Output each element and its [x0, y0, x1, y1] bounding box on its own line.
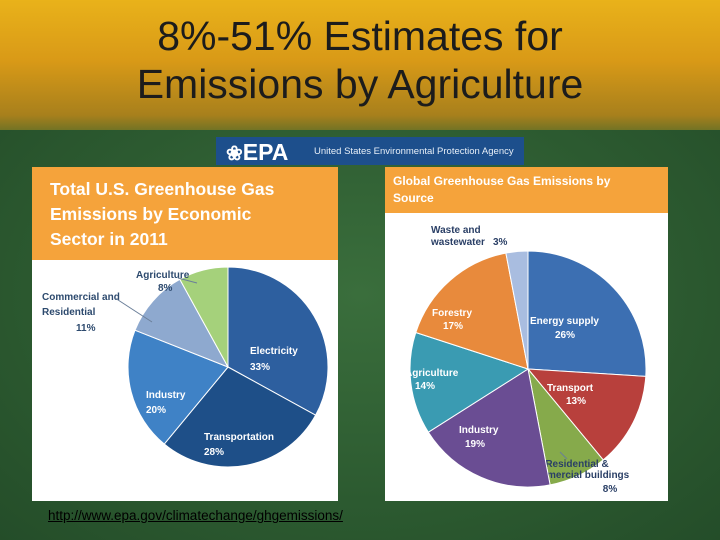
slice-value-industry: 19%	[465, 439, 485, 450]
slice-label-agriculture: Agriculture	[136, 270, 190, 281]
label-leader-line	[559, 451, 568, 460]
slide-title: 8%-51% Estimates for Emissions by Agricu…	[0, 12, 720, 108]
slice-value-electricity: 33%	[250, 362, 270, 373]
pie-slice-industry	[127, 329, 229, 445]
slice-label-electricity: Electricity	[250, 346, 298, 357]
slice-label-industry: Industry	[459, 425, 499, 436]
us-chart-title: Total U.S. Greenhouse Gas Emissions by E…	[50, 177, 274, 252]
slice-value-transport: 13%	[566, 396, 586, 407]
slice-label-energy-supply: Energy supply	[530, 316, 599, 327]
slice-value-commercial-and-residential: 11%	[76, 323, 96, 334]
global-chart-title-line: Global Greenhouse Gas Emissions by	[393, 174, 611, 188]
us-emissions-chart-panel: Total U.S. Greenhouse Gas Emissions by E…	[32, 167, 338, 501]
slice-label-residential-commercial-buildings: Residential &	[545, 459, 608, 470]
slice-label-transportation: Transportation	[204, 432, 274, 443]
slice-label-transport: Transport	[547, 383, 594, 394]
slice-value-forestry: 17%	[443, 321, 463, 332]
slice-label-commercial-and-residential: Residential	[42, 307, 96, 318]
slice-value-residential-commercial-buildings: 8%	[603, 484, 618, 495]
slice-label-waste-and-wastewater: Waste and	[431, 225, 481, 236]
slice-label-waste-and-wastewater: wastewater	[430, 237, 485, 248]
slice-value-waste-and-wastewater: 3%	[493, 237, 508, 248]
slice-value-energy-supply: 26%	[555, 330, 575, 341]
slice-label-residential-commercial-buildings: Commercial buildings	[525, 470, 630, 481]
epa-banner: ❀EPA United States Environmental Protect…	[216, 137, 524, 165]
epa-agency-name: United States Environmental Protection A…	[314, 146, 514, 157]
epa-logo-text: EPA	[242, 139, 289, 165]
slice-label-industry: Industry	[146, 390, 186, 401]
pie-slice-transportation	[163, 366, 317, 468]
slice-value-transportation: 28%	[204, 447, 224, 458]
global-emissions-chart-panel: Global Greenhouse Gas Emissions by Sourc…	[385, 167, 668, 501]
pie-slice-agriculture	[409, 331, 530, 433]
us-chart-title-line: Emissions by Economic	[50, 204, 252, 224]
global-chart-header: Global Greenhouse Gas Emissions by Sourc…	[385, 167, 668, 213]
label-leader-line	[114, 297, 153, 323]
slice-label-agriculture: Agriculture	[405, 368, 459, 379]
pie-slice-transport	[526, 368, 647, 461]
us-chart-header: Total U.S. Greenhouse Gas Emissions by E…	[32, 167, 338, 260]
pie-slice-waste-and-wastewater	[505, 250, 529, 370]
global-emissions-pie-chart: Energy supply 26% Transport 13% Residential …	[405, 225, 647, 495]
global-chart-title: Global Greenhouse Gas Emissions by Sourc…	[393, 173, 610, 207]
pie-slice-industry	[427, 368, 551, 488]
pie-slice-electricity	[227, 266, 329, 416]
epa-logo: ❀EPA	[226, 139, 289, 165]
global-chart-title-line: Source	[393, 191, 434, 205]
slice-value-agriculture: 14%	[415, 381, 435, 392]
slice-label-commercial-and-residential: Commercial and	[42, 292, 120, 303]
slice-value-agriculture: 8%	[158, 283, 173, 294]
slide-title-line-2: Emissions by Agriculture	[136, 61, 584, 107]
label-leader-line	[177, 277, 198, 284]
slide-title-line-1: 8%-51% Estimates for	[157, 13, 563, 59]
pie-slice-forestry	[415, 252, 529, 370]
pie-slice-energy-supply	[527, 250, 647, 377]
us-chart-title-line: Sector in 2011	[50, 229, 168, 249]
pie-slice-commercial-and-residential	[134, 278, 230, 368]
slice-value-industry: 20%	[146, 405, 166, 416]
us-chart-title-line: Total U.S. Greenhouse Gas	[50, 179, 275, 199]
pie-slice-agriculture	[179, 266, 229, 368]
us-emissions-pie-chart: Electricity 33% Transportation 28% Industry 2…	[42, 266, 329, 468]
epa-source-link[interactable]: http://www.epa.gov/climatechange/ghgemis…	[48, 508, 343, 523]
slice-label-forestry: Forestry	[432, 308, 472, 319]
